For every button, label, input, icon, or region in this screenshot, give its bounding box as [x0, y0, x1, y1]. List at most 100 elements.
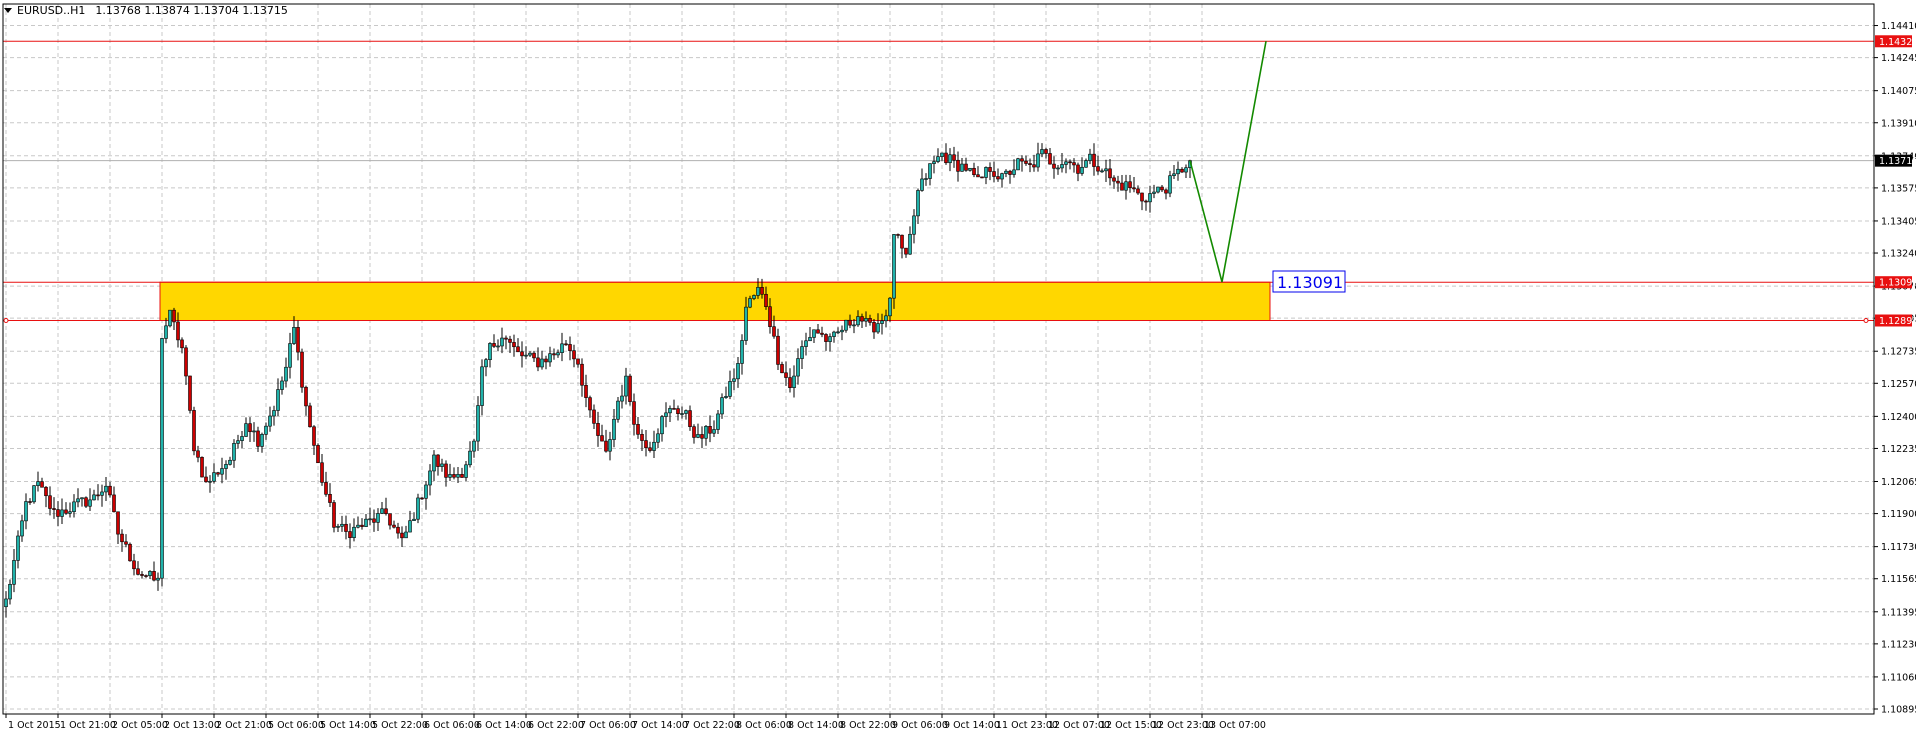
- candle-body: [68, 511, 72, 514]
- x-tick-label: 11 Oct 23:00: [996, 720, 1058, 731]
- y-tick-label: 1.10895: [1881, 705, 1916, 716]
- candle-body: [156, 577, 160, 581]
- candle-body: [300, 351, 304, 388]
- candle-body: [860, 316, 864, 322]
- x-tick-label: 1 Oct 21:00: [60, 720, 116, 731]
- candle-body: [184, 347, 188, 377]
- candle-body: [1020, 158, 1024, 162]
- y-tick-label: 1.11060: [1881, 672, 1916, 683]
- candle-body: [108, 485, 112, 496]
- candle-body: [948, 154, 952, 164]
- price-badge-zone-bottom: 1.12893: [1879, 316, 1916, 327]
- candle-body: [480, 366, 484, 406]
- candle-body: [72, 501, 76, 513]
- candle-body: [76, 498, 80, 503]
- candle-body: [44, 486, 48, 497]
- candle-body: [760, 287, 764, 295]
- dropdown-triangle-icon[interactable]: [4, 7, 12, 13]
- candle-body: [828, 336, 832, 342]
- candle-body: [460, 474, 464, 478]
- price-badge-zone-top-bg: [1875, 276, 1912, 289]
- candle-body: [732, 378, 736, 382]
- candle-body: [560, 343, 564, 353]
- candle-body: [1012, 169, 1016, 175]
- candle-body: [500, 337, 504, 347]
- candle-body: [528, 352, 532, 356]
- candle-body: [416, 497, 420, 520]
- candle-body: [900, 234, 904, 249]
- candle-body: [740, 340, 744, 364]
- candle-body: [228, 459, 232, 465]
- candle-body: [1132, 187, 1136, 190]
- candle-body: [8, 583, 12, 600]
- candle-body: [532, 352, 536, 359]
- candle-body: [848, 319, 852, 326]
- candle-body: [744, 306, 748, 341]
- candle-body: [128, 543, 132, 562]
- candle-body: [1152, 191, 1156, 194]
- x-tick-label: 6 Oct 22:00: [528, 720, 584, 731]
- candle-body: [588, 397, 592, 411]
- candle-body: [496, 345, 500, 348]
- candle-body: [1144, 200, 1148, 203]
- candle-body: [176, 321, 180, 341]
- candle-body: [364, 518, 368, 527]
- candle-body: [724, 396, 728, 398]
- y-tick-label: 1.14410: [1881, 21, 1916, 32]
- x-tick-label: 8 Oct 06:00: [736, 720, 792, 731]
- candle-body: [600, 435, 604, 442]
- candle-body: [348, 531, 352, 538]
- candle-body: [124, 541, 128, 545]
- candle-body: [304, 386, 308, 407]
- candle-body: [400, 532, 404, 539]
- candle-body: [188, 375, 192, 411]
- support-zone-rect[interactable]: [159, 281, 1271, 322]
- candle-body: [384, 508, 388, 514]
- candle-body: [112, 494, 116, 513]
- candle-body: [1156, 186, 1160, 193]
- candle-body: [164, 325, 168, 339]
- candle-body: [720, 397, 724, 415]
- candle-body: [1016, 158, 1020, 171]
- candle-body: [912, 215, 916, 235]
- level-anchor-handle[interactable]: [3, 318, 9, 323]
- y-tick-label: 1.14245: [1881, 53, 1916, 64]
- candle-body: [444, 463, 448, 478]
- candle-body: [224, 464, 228, 469]
- candle-body: [508, 338, 512, 343]
- level-anchor-handle[interactable]: [1863, 318, 1869, 323]
- candle-body: [976, 174, 980, 178]
- price-callout-box[interactable]: [1272, 270, 1346, 293]
- candle-body: [884, 315, 888, 322]
- chart-title-bar: EURUSD..H1 1.13768 1.13874 1.13704 1.137…: [4, 2, 288, 18]
- x-tick-label: 6 Oct 14:00: [476, 720, 532, 731]
- y-tick-label: 1.13405: [1881, 216, 1916, 227]
- x-tick-label: 5 Oct 14:00: [320, 720, 376, 731]
- y-tick-label: 1.12400: [1881, 412, 1916, 423]
- candle-body: [88, 499, 92, 507]
- projection-line[interactable]: [1189, 41, 1267, 283]
- candle-body: [664, 412, 668, 417]
- candle-body: [448, 474, 452, 478]
- candle-body: [1024, 160, 1028, 164]
- candle-body: [984, 167, 988, 178]
- candle-body: [296, 327, 300, 353]
- candle-body: [1168, 175, 1172, 194]
- candle-body: [312, 426, 316, 446]
- candle-body: [148, 571, 152, 577]
- candle-body: [540, 358, 544, 368]
- x-tick-label: 6 Oct 06:00: [424, 720, 480, 731]
- candle-body: [792, 375, 796, 388]
- candle-body: [408, 520, 412, 533]
- candle-body: [16, 535, 20, 561]
- candle-body: [396, 526, 400, 534]
- candle-body: [596, 423, 600, 436]
- y-tick-label: 1.13575: [1881, 183, 1916, 194]
- candle-body: [1004, 170, 1008, 174]
- candle-body: [728, 381, 732, 397]
- candle-body: [388, 513, 392, 526]
- candle-body: [768, 306, 772, 327]
- candle-body: [440, 463, 444, 467]
